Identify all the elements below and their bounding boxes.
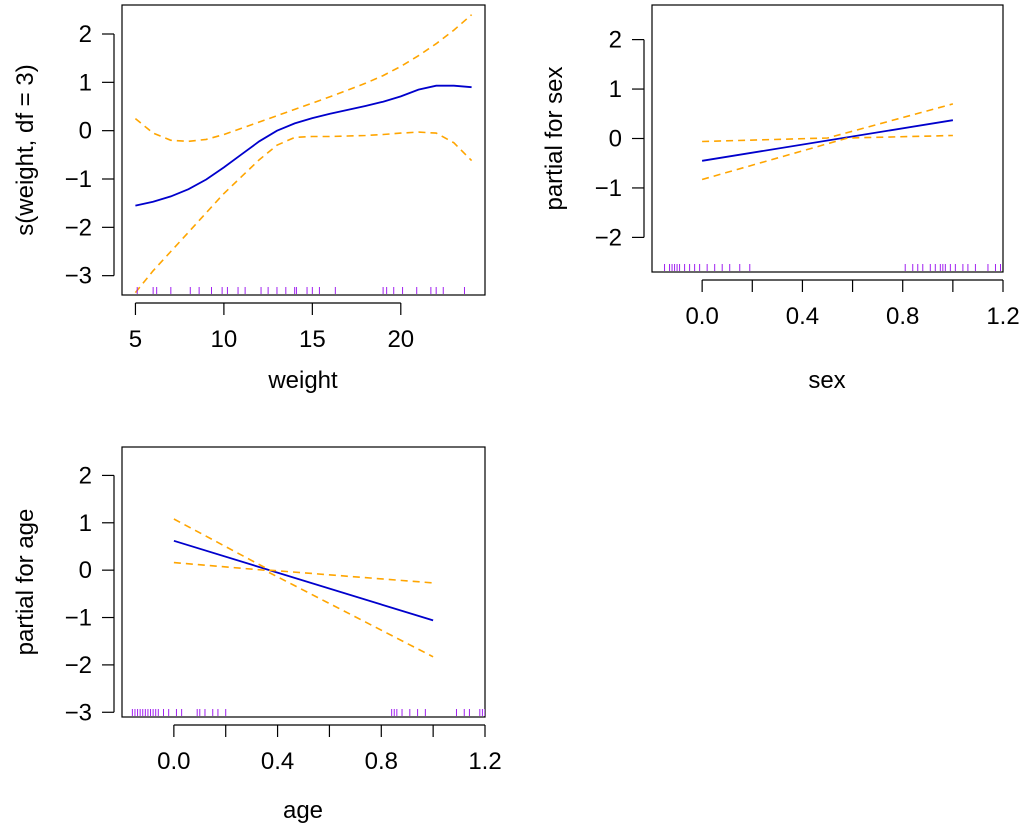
sex-y-axis-title: partial for sex	[541, 66, 568, 210]
age-y-axis-title: partial for age	[12, 509, 39, 656]
age-y-tick-label: −3	[65, 699, 92, 726]
age-lower-band-line	[173, 561, 434, 658]
weight-x-tick-label: 5	[129, 326, 142, 353]
weight-x-tick-label: 15	[299, 326, 326, 353]
sex-x-axis-title: sex	[808, 367, 845, 394]
weight-fit-line	[135, 84, 472, 207]
sex-data-area	[664, 103, 1001, 271]
weight-y-tick-label: −1	[65, 166, 92, 193]
age-y-tick-label: 1	[79, 510, 92, 537]
weight-x-axis-title: weight	[267, 367, 338, 394]
weight-plot-frame	[121, 4, 486, 296]
age-x-tick-label: 1.2	[468, 748, 501, 775]
age-x-tick-label: 0.8	[365, 748, 398, 775]
age-upper-band-line	[173, 518, 434, 584]
age-data-area	[131, 518, 485, 716]
age-fit-line	[173, 539, 434, 622]
weight-data-area	[134, 14, 473, 294]
weight-x-tick-label: 20	[387, 326, 414, 353]
sex-x-tick-label: 0.0	[685, 303, 718, 330]
sex-plot-frame	[651, 4, 1004, 273]
weight-lower-band-line	[134, 131, 473, 294]
age-x-tick-label: 0.0	[157, 748, 190, 775]
age-x-axis-title: age	[283, 797, 323, 824]
age-y-tick-label: 2	[79, 462, 92, 489]
sex-upper-band-line	[702, 103, 954, 143]
weight-y-tick-label: 1	[79, 69, 92, 96]
panel-weight: 5 10 15 20 −3 −2 −1 0 1 2 weight s(weight, df = 3)	[12, 4, 486, 394]
sex-y-tick-label: −2	[595, 224, 622, 251]
sex-x-tick-label: 0.8	[886, 303, 919, 330]
sex-lower-band-line	[701, 134, 953, 181]
weight-y-axis-title: s(weight, df = 3)	[12, 64, 39, 235]
age-y-tick-label: −1	[65, 605, 92, 632]
age-y-tick-label: 0	[79, 557, 92, 584]
sex-y-tick-label: 2	[609, 27, 622, 54]
sex-y-tick-label: −1	[595, 175, 622, 202]
sex-x-tick-label: 0.4	[786, 303, 819, 330]
weight-y-tick-label: −2	[65, 214, 92, 241]
weight-x-tick-label: 10	[211, 326, 238, 353]
weight-y-tick-label: 2	[79, 21, 92, 48]
age-x-tick-label: 0.4	[261, 748, 294, 775]
panel-sex: 0.0 0.4 0.8 1.2 −2 −1 0 1 2 sex partial for sex	[541, 4, 1020, 394]
age-y-tick-label: −2	[65, 652, 92, 679]
sex-y-tick-label: 1	[609, 76, 622, 103]
sex-x-tick-label: 1.2	[986, 303, 1019, 330]
sex-fit-line	[701, 119, 954, 162]
panel-age: 0.0 0.4 0.8 1.2 −3 −2 −1 0 1 2 age partial for age	[12, 446, 502, 824]
age-plot-frame	[121, 446, 486, 718]
weight-upper-band-line	[134, 14, 473, 143]
weight-y-tick-label: −3	[65, 263, 92, 290]
weight-y-tick-label: 0	[79, 118, 92, 145]
sex-y-tick-label: 0	[609, 126, 622, 153]
